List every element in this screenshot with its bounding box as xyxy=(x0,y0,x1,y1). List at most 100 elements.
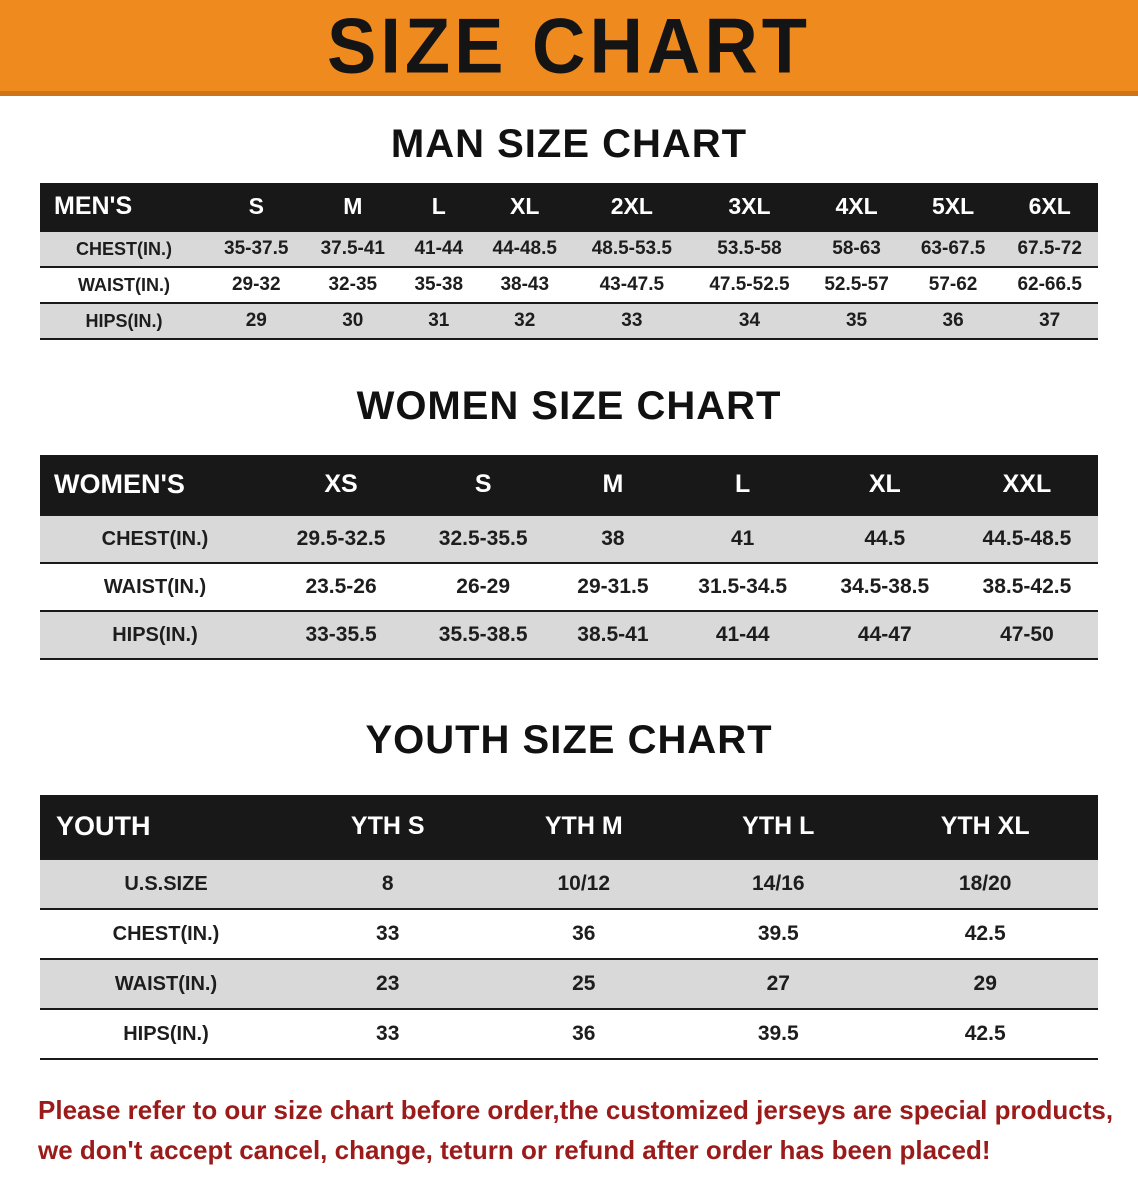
value-cell: 63-67.5 xyxy=(904,231,1002,267)
value-cell: 52.5-57 xyxy=(808,267,905,303)
value-cell: 37.5-41 xyxy=(304,231,402,267)
value-cell: 27 xyxy=(684,959,873,1009)
value-cell: 58-63 xyxy=(808,231,905,267)
value-cell: 32-35 xyxy=(304,267,402,303)
value-cell: 35-38 xyxy=(401,267,477,303)
size-header-cell: XXL xyxy=(955,455,1098,515)
value-cell: 23 xyxy=(292,959,484,1009)
banner-title: SIZE CHART xyxy=(327,1,811,89)
value-cell: 42.5 xyxy=(872,1009,1098,1059)
size-chart-banner: SIZE CHART xyxy=(0,0,1138,96)
size-header-cell: L xyxy=(401,183,477,231)
youth-size-table: YOUTH YTH S YTH M YTH L YTH XL U.S.SIZE 8 10/12… xyxy=(40,795,1098,1060)
size-header-cell: 4XL xyxy=(808,183,905,231)
value-cell: 57-62 xyxy=(904,267,1002,303)
value-cell: 53.5-58 xyxy=(690,231,809,267)
youth-size-section: YOUTH SIZE CHART YOUTH YTH S YTH M YTH L YTH… xyxy=(0,718,1138,1060)
table-row: WAIST(IN.) 23 25 27 29 xyxy=(40,959,1098,1009)
value-cell: 8 xyxy=(292,859,484,909)
value-cell: 41 xyxy=(671,515,814,563)
women-section-heading: WOMEN SIZE CHART xyxy=(356,384,782,428)
size-header-cell: XL xyxy=(476,183,574,231)
disclaimer-line-2: we don't accept cancel, change, teturn o… xyxy=(38,1135,991,1166)
value-cell: 48.5-53.5 xyxy=(573,231,691,267)
size-header-cell: YTH S xyxy=(292,795,484,859)
value-cell: 26-29 xyxy=(412,563,555,611)
table-title-cell: MEN'S xyxy=(40,183,208,231)
table-row: CHEST(IN.) 35-37.5 37.5-41 41-44 44-48.5 48.5… xyxy=(40,231,1098,267)
women-size-section: WOMEN SIZE CHART WOMEN'S XS S M L XL XXL CHEST(… xyxy=(0,384,1138,660)
value-cell: 44-47 xyxy=(813,611,956,659)
value-cell: 38.5-41 xyxy=(554,611,672,659)
table-row: U.S.SIZE 8 10/12 14/16 18/20 xyxy=(40,859,1098,909)
value-cell: 67.5-72 xyxy=(1001,231,1098,267)
size-header-cell: YTH M xyxy=(483,795,685,859)
value-cell: 43-47.5 xyxy=(573,267,691,303)
value-cell: 32 xyxy=(476,303,574,339)
value-cell: 39.5 xyxy=(684,1009,873,1059)
size-header-cell: M xyxy=(554,455,672,515)
table-row: CHEST(IN.) 29.5-32.5 32.5-35.5 38 41 44.5 44.5… xyxy=(40,515,1098,563)
value-cell: 33 xyxy=(292,909,484,959)
table-title-cell: YOUTH xyxy=(40,795,292,859)
value-cell: 36 xyxy=(904,303,1002,339)
value-cell: 36 xyxy=(483,1009,685,1059)
size-header-cell: 2XL xyxy=(573,183,691,231)
men-size-table: MEN'S S M L XL 2XL 3XL 4XL 5XL 6XL CHEST(IN.) 35-37… xyxy=(40,183,1098,340)
size-header-cell: XS xyxy=(270,455,413,515)
value-cell: 32.5-35.5 xyxy=(412,515,555,563)
size-header-cell: 5XL xyxy=(904,183,1002,231)
row-label-cell: HIPS(IN.) xyxy=(40,303,208,339)
table-row: HIPS(IN.) 33-35.5 35.5-38.5 38.5-41 41-44 44-… xyxy=(40,611,1098,659)
size-header-cell: 6XL xyxy=(1001,183,1098,231)
value-cell: 29 xyxy=(872,959,1098,1009)
disclaimer-text: Please refer to our size chart before or… xyxy=(0,1090,1138,1191)
value-cell: 14/16 xyxy=(684,859,873,909)
header-row: MEN'S S M L XL 2XL 3XL 4XL 5XL 6XL xyxy=(40,183,1098,231)
value-cell: 35.5-38.5 xyxy=(412,611,555,659)
value-cell: 10/12 xyxy=(483,859,685,909)
size-header-cell: S xyxy=(412,455,555,515)
value-cell: 36 xyxy=(483,909,685,959)
size-header-cell: XL xyxy=(813,455,956,515)
value-cell: 38 xyxy=(554,515,672,563)
value-cell: 33 xyxy=(292,1009,484,1059)
value-cell: 29.5-32.5 xyxy=(270,515,413,563)
table-row: HIPS(IN.) 33 36 39.5 42.5 xyxy=(40,1009,1098,1059)
man-section-heading: MAN SIZE CHART xyxy=(390,122,748,166)
table-title-cell: WOMEN'S xyxy=(40,455,270,515)
value-cell: 33 xyxy=(573,303,691,339)
row-label-cell: U.S.SIZE xyxy=(40,859,292,909)
value-cell: 47.5-52.5 xyxy=(690,267,809,303)
value-cell: 25 xyxy=(483,959,685,1009)
value-cell: 34 xyxy=(690,303,809,339)
row-label-cell: WAIST(IN.) xyxy=(40,563,270,611)
value-cell: 62-66.5 xyxy=(1001,267,1098,303)
value-cell: 47-50 xyxy=(955,611,1098,659)
man-table-wrap: MEN'S S M L XL 2XL 3XL 4XL 5XL 6XL CHEST(IN.) 35-37… xyxy=(0,183,1138,340)
row-label-cell: WAIST(IN.) xyxy=(40,267,208,303)
value-cell: 33-35.5 xyxy=(270,611,413,659)
row-label-cell: CHEST(IN.) xyxy=(40,909,292,959)
value-cell: 44-48.5 xyxy=(476,231,574,267)
value-cell: 31 xyxy=(401,303,477,339)
size-header-cell: S xyxy=(208,183,305,231)
value-cell: 42.5 xyxy=(872,909,1098,959)
value-cell: 30 xyxy=(304,303,402,339)
value-cell: 29-31.5 xyxy=(554,563,672,611)
value-cell: 34.5-38.5 xyxy=(813,563,956,611)
value-cell: 41-44 xyxy=(401,231,477,267)
value-cell: 44.5-48.5 xyxy=(955,515,1098,563)
women-size-table: WOMEN'S XS S M L XL XXL CHEST(IN.) 29.5-32.5 32.5… xyxy=(40,455,1098,660)
size-header-cell: M xyxy=(304,183,402,231)
value-cell: 18/20 xyxy=(872,859,1098,909)
size-header-cell: YTH L xyxy=(684,795,873,859)
size-header-cell: YTH XL xyxy=(872,795,1098,859)
women-table-wrap: WOMEN'S XS S M L XL XXL CHEST(IN.) 29.5-32.5 32.5… xyxy=(0,455,1138,660)
value-cell: 29-32 xyxy=(208,267,305,303)
table-row: WAIST(IN.) 29-32 32-35 35-38 38-43 43-47.5 47.… xyxy=(40,267,1098,303)
value-cell: 39.5 xyxy=(684,909,873,959)
table-row: WAIST(IN.) 23.5-26 26-29 29-31.5 31.5-34.5 34… xyxy=(40,563,1098,611)
size-header-cell: 3XL xyxy=(690,183,809,231)
value-cell: 37 xyxy=(1001,303,1098,339)
